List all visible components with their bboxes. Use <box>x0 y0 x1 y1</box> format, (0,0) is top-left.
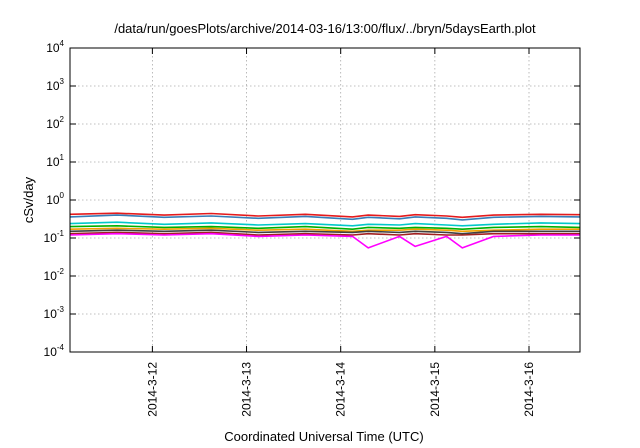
series-line <box>69 214 581 221</box>
series-line <box>69 227 580 233</box>
y-tick-label: 10-3 <box>44 305 65 321</box>
grid <box>70 48 580 352</box>
y-tick-label: 100 <box>46 191 64 207</box>
series-line <box>69 231 580 236</box>
y-axis-label: cSv/day <box>21 176 36 223</box>
series-line <box>69 225 581 230</box>
ticks: 10-4 10-3 10-2 10-1 100 101 102 103 104 2014-3-12… <box>44 39 580 417</box>
x-tick-label: 2014-3-15 <box>428 362 442 417</box>
y-tick-label: 10-2 <box>44 267 65 283</box>
series-line <box>69 232 580 249</box>
x-tick-label: 2014-3-12 <box>145 362 159 417</box>
x-tick-label: 2014-3-13 <box>240 362 254 417</box>
y-tick-label: 103 <box>46 77 64 93</box>
series-line <box>69 212 581 219</box>
x-axis-label: Coordinated Universal Time (UTC) <box>224 429 423 444</box>
y-tick-label: 102 <box>46 115 64 131</box>
series-line <box>69 221 581 227</box>
y-tick-label: 10-1 <box>44 229 65 245</box>
series-layer <box>69 212 581 249</box>
y-tick-label: 10-4 <box>44 343 65 359</box>
x-tick-label: 2014-3-14 <box>334 362 348 417</box>
series-line <box>69 229 580 235</box>
chart-title: /data/run/goesPlots/archive/2014-03-16/1… <box>114 21 536 36</box>
y-tick-label: 101 <box>46 153 64 169</box>
x-tick-label: 2014-3-16 <box>522 362 536 417</box>
y-tick-label: 104 <box>46 39 64 55</box>
